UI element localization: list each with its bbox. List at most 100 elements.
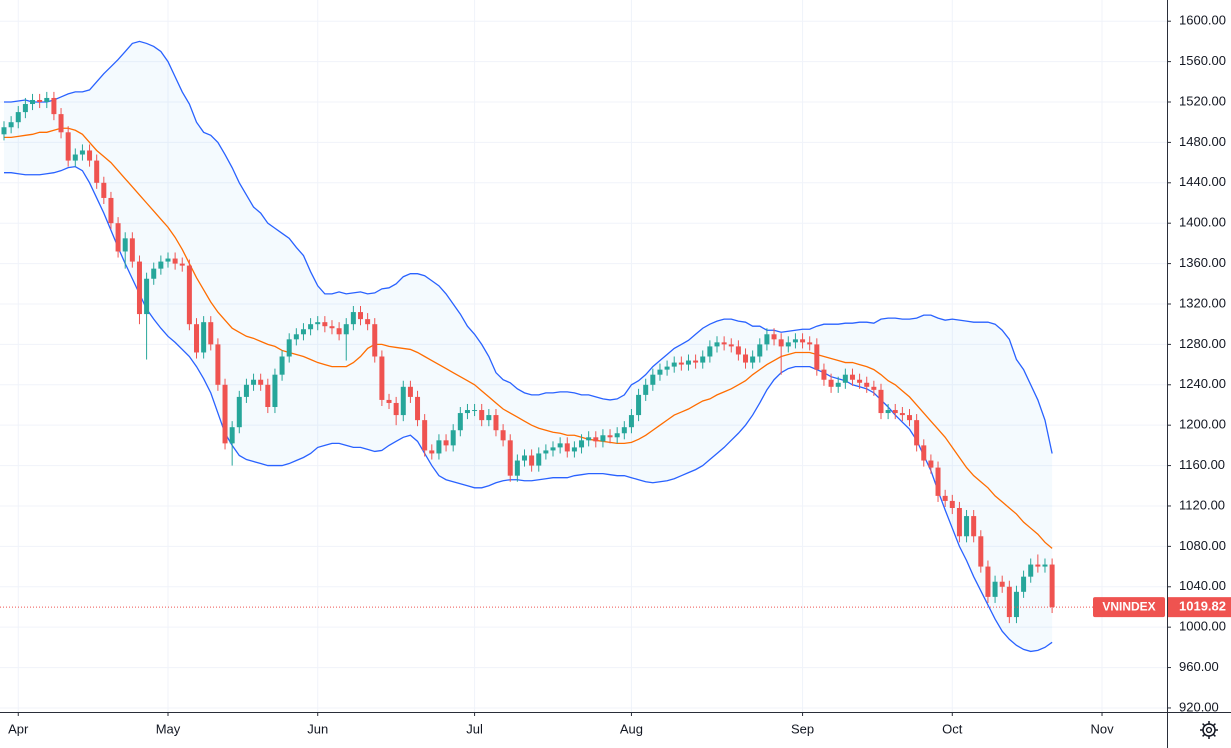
candle-body (258, 379, 264, 385)
candle-body (144, 278, 150, 315)
candle-body (707, 346, 713, 357)
candle-body (721, 342, 727, 345)
y-tick-label: 1040.00 (1179, 578, 1226, 593)
candle-body (1035, 564, 1041, 567)
candle-body (650, 374, 656, 385)
candle-body (500, 430, 506, 441)
y-tick-label: 1320.00 (1179, 295, 1226, 310)
candle-body (564, 443, 570, 452)
candle-body (165, 258, 171, 262)
candle-body (286, 339, 292, 357)
last-price-badge (1168, 597, 1231, 618)
symbol-label: VNINDEX (1102, 599, 1155, 613)
candle-body (671, 362, 677, 367)
grid (0, 0, 1167, 712)
candle-body (828, 379, 834, 387)
candle-body (243, 384, 249, 397)
candle-body (172, 258, 178, 264)
y-tick-label: 1440.00 (1179, 174, 1226, 189)
y-tick-label: 920.00 (1179, 699, 1219, 714)
candle-body (607, 435, 613, 438)
candle-body (778, 339, 784, 347)
candle-body (964, 516, 970, 537)
symbol-badge (1093, 597, 1165, 618)
lower-band (4, 165, 1053, 653)
x-tick-label: Sep (791, 721, 814, 736)
candle-body (907, 415, 913, 421)
candle-body (764, 334, 770, 345)
x-tick-label: Oct (942, 721, 963, 736)
plot-area (0, 40, 1167, 653)
settings-icon-teeth (1200, 721, 1218, 739)
candle-body (543, 450, 549, 454)
x-tick-label: May (156, 721, 181, 736)
y-tick-label: 1600.00 (1179, 13, 1226, 28)
candle-body (878, 389, 884, 414)
candle-body (308, 324, 314, 330)
candle-body (179, 263, 185, 266)
candle-body (685, 360, 691, 365)
candle-body (792, 339, 798, 343)
axes: 920.00 960.00 1000.00 1040.00 1080.00 1120.00… (8, 13, 1231, 736)
settings-button[interactable] (1200, 721, 1218, 739)
y-tick-label: 1280.00 (1179, 336, 1226, 351)
candle-body (621, 427, 627, 434)
candle-body (422, 420, 428, 451)
candle-body (457, 413, 463, 431)
y-tick-label: 1560.00 (1179, 53, 1226, 68)
candle-body (992, 581, 998, 597)
candle-body (222, 384, 228, 444)
y-tick-label: 1080.00 (1179, 538, 1226, 553)
candle-body (436, 440, 442, 454)
candle-body (479, 410, 485, 421)
candle-body (358, 312, 363, 320)
candle-body (978, 536, 984, 567)
candle-body (628, 415, 634, 428)
candle-body (415, 396, 421, 421)
candle-body (714, 342, 720, 347)
x-tick-label: Apr (8, 721, 29, 736)
candle-body (785, 342, 791, 347)
candle-body (236, 396, 242, 428)
candle-body (999, 581, 1005, 587)
candle-body (885, 410, 891, 414)
candle-body (293, 334, 299, 340)
candle-body (864, 382, 870, 387)
candle-body (614, 433, 620, 438)
y-tick-label: 1520.00 (1179, 93, 1226, 108)
candle-body (44, 97, 50, 103)
candle-body (450, 430, 456, 446)
candle-body (600, 435, 606, 442)
candle-body (94, 160, 100, 183)
x-tick-label: Jul (466, 721, 483, 736)
candle-body (343, 324, 349, 335)
candle-body (272, 374, 278, 408)
candle-body (58, 114, 64, 133)
candle-body (1049, 564, 1055, 608)
candle-body (472, 410, 478, 412)
candle-body (579, 440, 585, 448)
candle-body (557, 443, 563, 448)
y-tick-label: 1160.00 (1179, 457, 1225, 472)
candle-body (835, 382, 841, 387)
candle-body (8, 122, 14, 128)
candle-body (393, 402, 399, 416)
candle-body (949, 500, 955, 508)
middle-band (4, 127, 1053, 549)
candle-body (251, 379, 257, 385)
candle-body (486, 415, 492, 421)
candle-body (265, 384, 271, 408)
candle-body (400, 386, 406, 416)
candle-body (1042, 564, 1048, 567)
candle-body (322, 322, 328, 327)
candle-body (849, 374, 855, 380)
candle-body (571, 447, 577, 452)
candle-body (72, 154, 78, 161)
candle-body (971, 516, 977, 537)
candle-body (300, 329, 306, 335)
candle-body (279, 356, 285, 375)
candle-body (914, 420, 920, 446)
candle-body (365, 319, 371, 325)
candle-body (678, 362, 684, 365)
candle-body (15, 112, 21, 123)
